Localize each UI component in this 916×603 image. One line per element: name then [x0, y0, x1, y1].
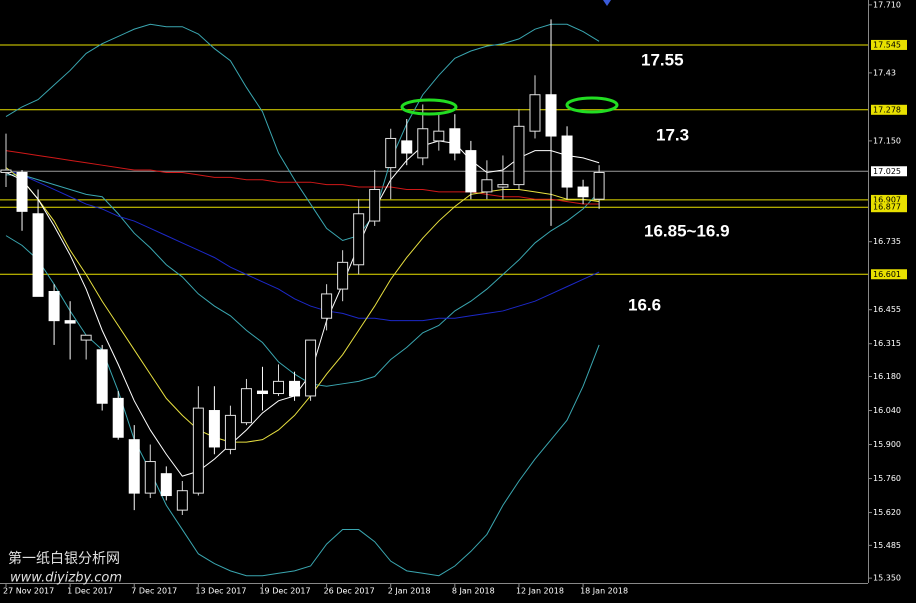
x-tick-label: 2 Jan 2018	[388, 587, 431, 596]
candle-body	[208, 410, 220, 448]
candle-body	[545, 94, 557, 137]
candle-body	[497, 184, 509, 188]
candle-body	[96, 349, 108, 404]
indicator-line	[5, 23, 600, 242]
indicator-line	[6, 174, 600, 387]
candle-body	[48, 291, 60, 322]
candle-body	[192, 407, 204, 494]
level-label: 16.601	[873, 270, 901, 279]
highlight-ellipse	[565, 96, 619, 114]
y-tick-label: 16.735	[873, 237, 901, 246]
level-label-bg	[871, 202, 907, 213]
marker-icon	[603, 0, 611, 6]
candle-body	[16, 171, 28, 212]
candle-body	[160, 473, 172, 497]
candle-body	[112, 397, 124, 438]
candle-body	[481, 179, 493, 193]
y-tick-label: 15.350	[873, 574, 901, 583]
x-tick-label: 8 Jan 2018	[452, 587, 495, 596]
level-label-bg	[871, 39, 907, 50]
x-tick-label: 13 Dec 2017	[195, 587, 246, 596]
candle-body	[449, 128, 461, 154]
x-tick-label: 18 Jan 2018	[580, 587, 628, 596]
level-label: 16.907	[873, 195, 901, 204]
y-tick-label: 17.710	[873, 0, 901, 9]
indicator-line	[5, 150, 600, 205]
candle-body	[144, 461, 156, 494]
plot-area	[0, 19, 868, 577]
annotation: 17.55	[641, 50, 684, 69]
candle-body	[417, 128, 429, 159]
x-tick-label: 7 Dec 2017	[131, 587, 177, 596]
indicator-line	[5, 167, 600, 443]
candle-body	[80, 334, 92, 341]
candle-body	[128, 439, 140, 494]
level-label-bg	[871, 194, 907, 205]
candle-body	[433, 130, 445, 142]
watermark: www.diyizby.com	[10, 571, 122, 586]
candle-body	[321, 293, 333, 319]
candle-body	[561, 135, 573, 188]
y-tick-label: 15.760	[873, 474, 901, 483]
candle-body	[529, 94, 541, 132]
y-tick-label: 16.180	[873, 372, 901, 381]
candle-body	[513, 125, 525, 186]
candle-body	[353, 213, 365, 266]
candle-body	[289, 380, 301, 397]
candle-body	[273, 380, 285, 395]
candle-body	[64, 320, 76, 324]
level-label: 17.545	[873, 40, 901, 49]
candle-body	[337, 261, 349, 290]
candle-body	[305, 339, 317, 397]
current-price-bg	[871, 166, 907, 177]
watermark: 第一纸白银分析网	[8, 550, 120, 567]
x-tick-label: 19 Dec 2017	[259, 587, 310, 596]
annotation: 17.3	[656, 125, 689, 144]
candle-body	[32, 213, 44, 297]
y-tick-label: 17.150	[873, 136, 901, 145]
y-tick-label: 16.455	[873, 305, 901, 314]
y-tick-label: 17.43	[873, 68, 896, 77]
candle-body	[256, 390, 268, 395]
annotation: 16.6	[628, 295, 661, 314]
y-tick-label: 16.040	[873, 406, 901, 415]
x-tick-label: 12 Jan 2018	[516, 587, 564, 596]
candle-body	[577, 186, 589, 198]
current-price-label: 17.025	[873, 167, 901, 176]
indicator-line	[5, 140, 600, 477]
x-tick-label: 26 Dec 2017	[324, 587, 375, 596]
y-tick-label: 15.485	[873, 541, 901, 550]
annotation: 16.85~16.9	[644, 221, 730, 240]
y-tick-label: 16.315	[873, 339, 901, 348]
level-label: 16.877	[873, 203, 901, 212]
candle-body	[401, 140, 413, 154]
candle-body	[240, 388, 252, 424]
candle-body	[176, 490, 188, 511]
candle-body	[369, 188, 381, 222]
level-label-bg	[871, 269, 907, 280]
candle-body	[385, 137, 397, 169]
y-tick-label: 15.900	[873, 440, 901, 449]
level-label: 17.278	[873, 105, 901, 114]
y-tick-label: 15.620	[873, 508, 901, 517]
highlight-ellipse	[400, 98, 458, 116]
x-tick-label: 1 Dec 2017	[67, 587, 113, 596]
x-tick-label: 27 Nov 2017	[3, 587, 54, 596]
level-label-bg	[871, 104, 907, 115]
indicator-line	[5, 169, 600, 322]
candle-body	[0, 169, 12, 173]
candle-body	[465, 150, 477, 193]
candle-body	[224, 414, 236, 450]
candle-body	[593, 171, 605, 200]
